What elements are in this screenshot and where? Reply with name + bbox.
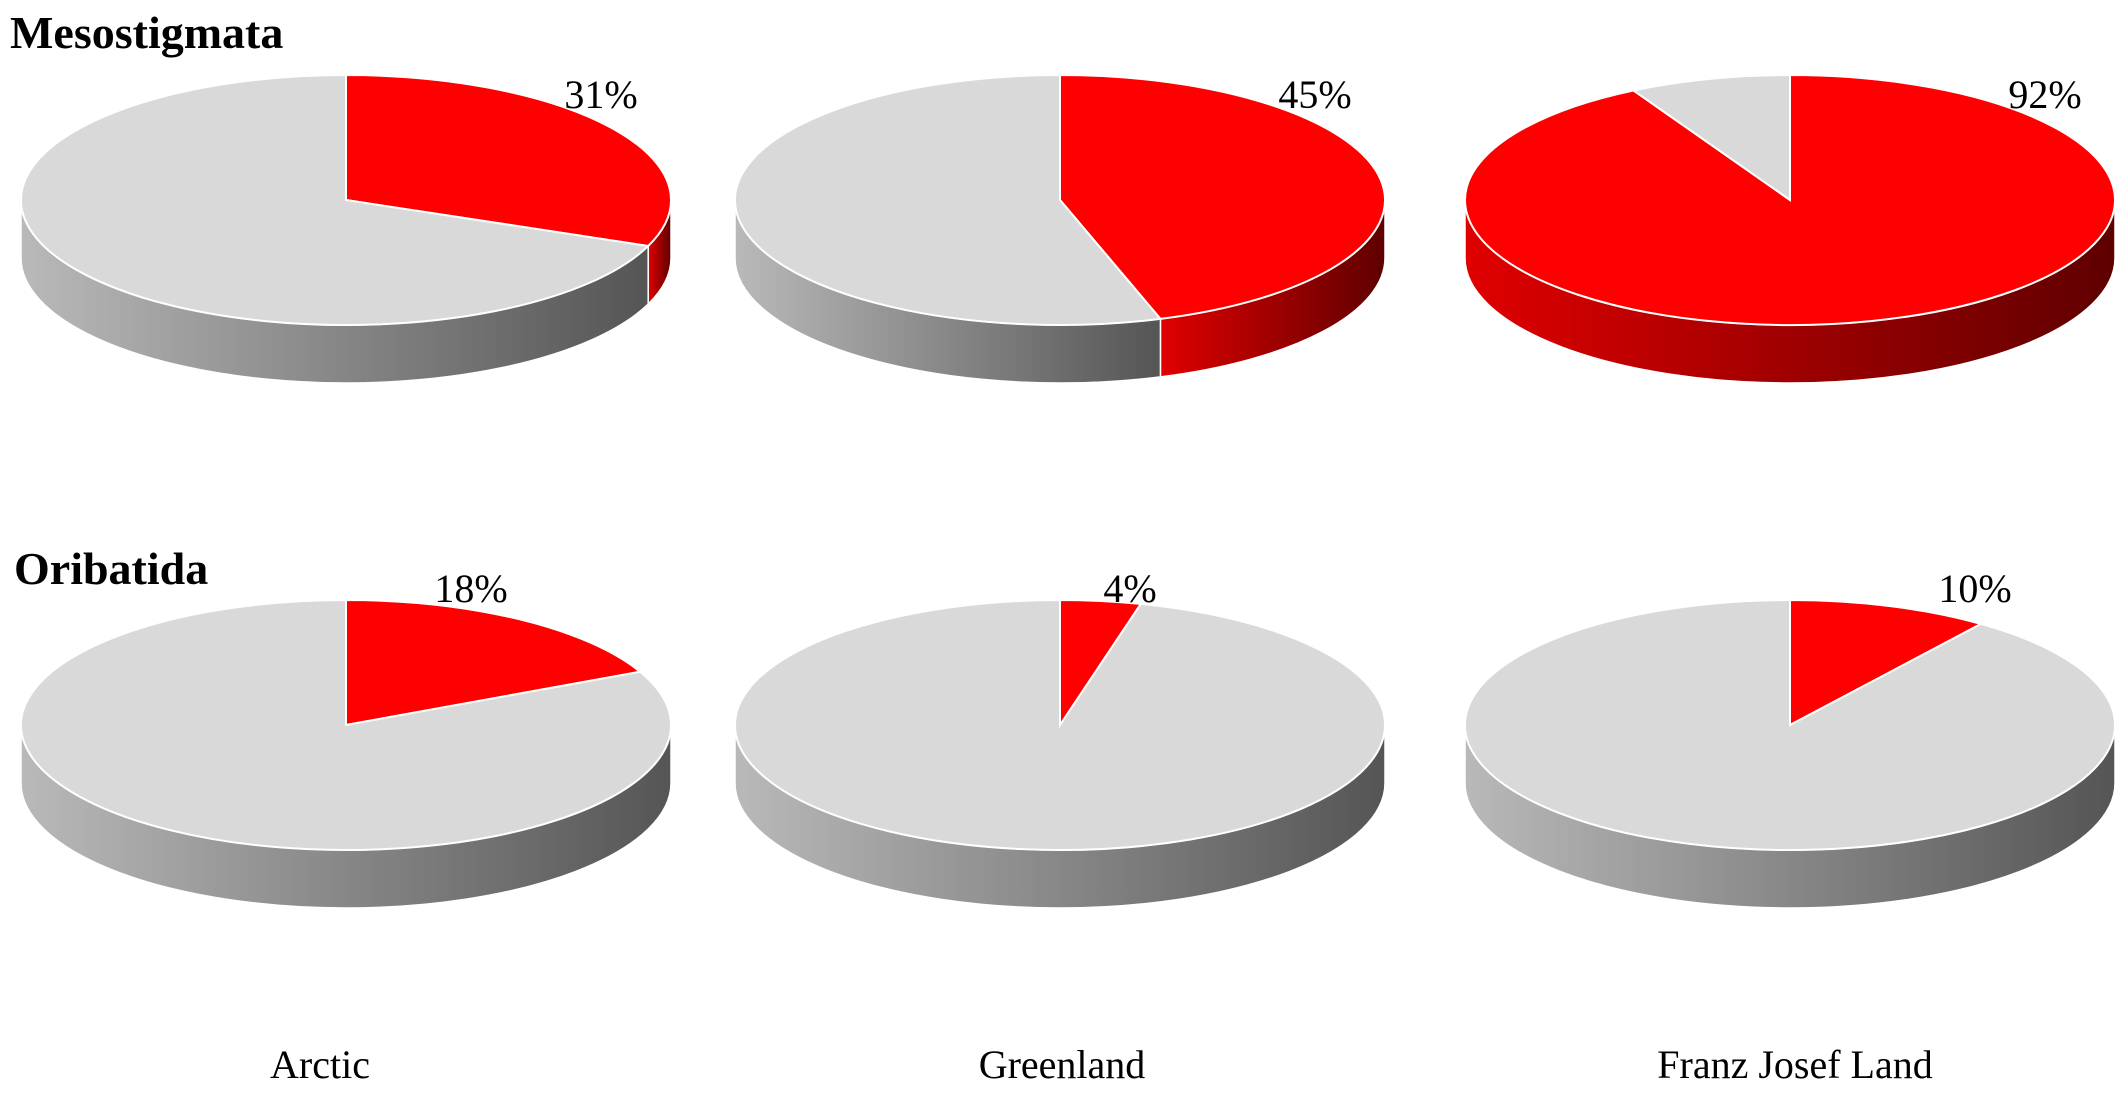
pie-mesostigmata-greenland xyxy=(734,73,1386,384)
column-label-franz-josef-land: Franz Josef Land xyxy=(1657,1042,1932,1087)
pie-oribatida-arctic xyxy=(20,598,672,909)
pie-slice-rest-oribatida-greenland xyxy=(734,598,1386,851)
pie-slice-rest-mesostigmata-arctic xyxy=(20,73,651,326)
pct-label-mesostigmata-greenland: 45% xyxy=(1278,72,1351,117)
pie-slice-rest-mesostigmata-franz-josef-land xyxy=(1630,73,1791,202)
pct-label-mesostigmata-arctic: 31% xyxy=(564,72,637,117)
pie-mesostigmata-arctic xyxy=(20,73,672,384)
column-label-arctic: Arctic xyxy=(270,1042,370,1087)
pie-slice-rest-oribatida-arctic xyxy=(20,598,672,851)
pie-mesostigmata-franz-josef-land xyxy=(1464,73,2116,384)
row-title-oribatida: Oribatida xyxy=(14,543,208,594)
pie-oribatida-greenland xyxy=(734,598,1386,909)
pie-oribatida-franz-josef-land xyxy=(1464,598,2116,909)
pct-label-oribatida-greenland: 4% xyxy=(1103,566,1156,611)
pie-slice-highlight-oribatida-arctic xyxy=(345,598,643,727)
column-label-greenland: Greenland xyxy=(979,1042,1146,1087)
pie-slice-highlight-oribatida-franz-josef-land xyxy=(1789,598,1984,727)
pie-slice-highlight-mesostigmata-greenland xyxy=(1059,73,1386,320)
pct-label-oribatida-arctic: 18% xyxy=(434,566,507,611)
pct-label-mesostigmata-franz-josef-land: 92% xyxy=(2008,72,2081,117)
row-title-mesostigmata: Mesostigmata xyxy=(10,7,283,58)
pie-slice-highlight-mesostigmata-arctic xyxy=(345,73,672,248)
pie-slice-rest-oribatida-franz-josef-land xyxy=(1464,598,2116,851)
pie-slice-rest-mesostigmata-greenland xyxy=(734,73,1163,326)
pct-label-oribatida-franz-josef-land: 10% xyxy=(1938,566,2011,611)
